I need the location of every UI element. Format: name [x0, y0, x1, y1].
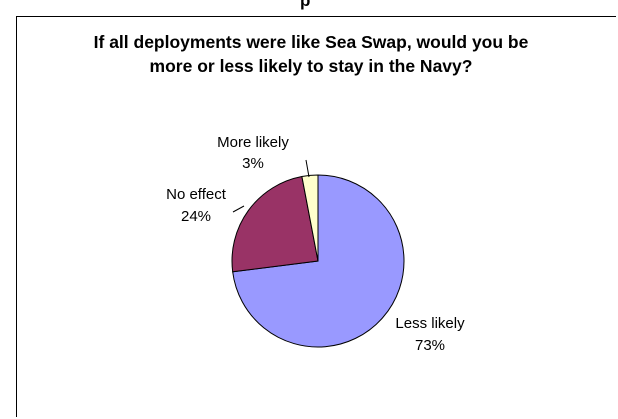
slice-label-more-likely: More likely — [217, 134, 289, 151]
slice-value-more-likely: 3% — [242, 155, 264, 172]
chart-frame — [16, 16, 616, 417]
pie-slices — [231, 174, 405, 348]
leader-line-more-likely — [305, 159, 310, 178]
leader-lines — [232, 159, 310, 213]
slice-value-no-effect: 24% — [181, 208, 211, 225]
chart-title-line-2: more or less likely to stay in the Navy? — [149, 56, 473, 76]
chart-title-line-1: If all deployments were like Sea Swap, w… — [93, 32, 529, 52]
pie-slice-more-likely — [301, 174, 319, 262]
slice-label-less-likely: Less likely — [395, 315, 465, 332]
chart-title: If all deployments were like Sea Swap, w… — [20, 30, 602, 78]
slice-label-no-effect: No effect — [166, 186, 227, 203]
leader-line-no-effect — [232, 205, 245, 213]
slice-value-less-likely: 73% — [415, 337, 445, 354]
cropped-title-fragment: p — [300, 0, 311, 10]
pie-slice-no-effect — [231, 175, 319, 273]
